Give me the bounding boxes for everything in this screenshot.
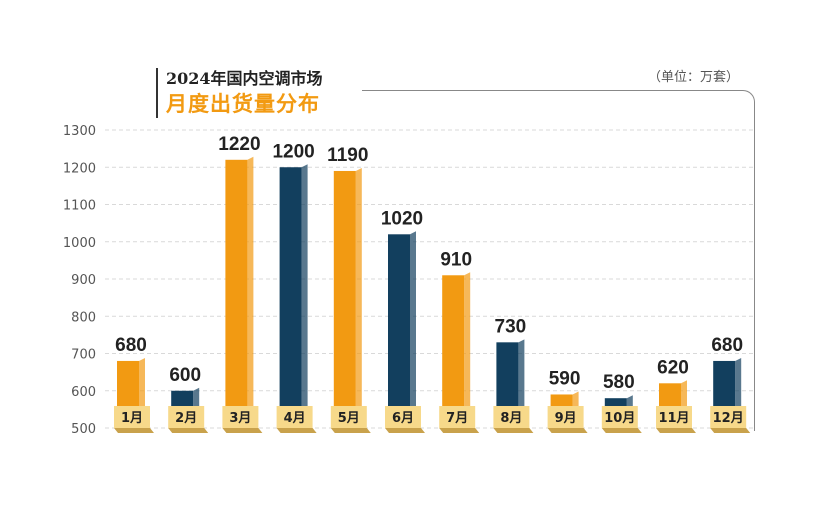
category-label-box — [656, 406, 692, 428]
value-label: 1220 — [218, 134, 260, 155]
y-tick-label: 800 — [71, 310, 96, 325]
category-label-box — [385, 406, 421, 428]
value-label: 590 — [549, 368, 581, 389]
bar-side — [355, 167, 362, 428]
category-label: 12月 — [713, 411, 744, 426]
bar — [442, 275, 465, 428]
category-label-shadow — [114, 428, 154, 433]
category-label: 1月 — [121, 411, 143, 426]
y-tick-label: 1000 — [63, 236, 96, 251]
y-tick-label: 600 — [71, 385, 96, 400]
value-label: 680 — [711, 335, 743, 356]
y-tick-label: 500 — [71, 422, 96, 437]
y-tick-label: 1100 — [63, 199, 96, 214]
category-label-box — [601, 406, 638, 428]
category-label: 7月 — [446, 411, 468, 426]
value-label: 620 — [657, 357, 689, 378]
category-label: 4月 — [284, 411, 306, 426]
bar-side — [518, 339, 525, 428]
value-label: 730 — [495, 316, 527, 337]
category-label-shadow — [656, 428, 696, 433]
value-label: 1020 — [381, 208, 423, 229]
category-label: 3月 — [229, 411, 251, 426]
value-label: 680 — [115, 335, 147, 356]
category-label-shadow — [330, 428, 371, 433]
category-label: 8月 — [500, 411, 522, 426]
category-label-box — [330, 406, 367, 428]
category-label-box — [114, 406, 150, 428]
value-label: 580 — [603, 372, 635, 393]
title-line-1: 2024年国内空调市场 — [166, 69, 323, 88]
bar — [388, 234, 410, 428]
category-label: 10月 — [604, 411, 635, 426]
category-label-shadow — [547, 428, 588, 433]
category-label: 11月 — [658, 411, 689, 426]
category-label-shadow — [385, 428, 425, 433]
unit-label: （单位：万套） — [647, 70, 739, 85]
frame-corner — [742, 90, 755, 431]
category-label-shadow — [601, 428, 642, 433]
frame-top-line — [362, 90, 742, 91]
category-label-box — [222, 406, 259, 428]
bar-side — [410, 231, 416, 428]
bar — [225, 159, 248, 429]
category-label-shadow — [710, 428, 751, 433]
category-label-box — [168, 406, 205, 428]
category-label: 5月 — [338, 411, 360, 426]
bar-side — [301, 164, 308, 428]
title-line-2: 月度出货量分布 — [166, 92, 320, 116]
value-label: 600 — [169, 365, 201, 386]
y-tick-label: 1300 — [63, 124, 96, 139]
category-label: 2月 — [175, 411, 197, 426]
value-label: 910 — [440, 249, 472, 270]
value-label: 1190 — [327, 145, 368, 166]
bar-side — [464, 272, 471, 428]
y-tick-label: 1200 — [63, 161, 96, 176]
bar-side — [247, 156, 254, 429]
category-label: 9月 — [555, 411, 577, 426]
y-tick-label: 900 — [71, 273, 96, 288]
category-label-box — [439, 406, 476, 428]
category-label-shadow — [439, 428, 480, 433]
category-label-box — [276, 406, 313, 428]
category-label: 6月 — [392, 411, 414, 426]
bar — [279, 167, 302, 428]
category-label-shadow — [276, 428, 317, 433]
y-tick-label: 700 — [71, 348, 96, 363]
category-label-shadow — [168, 428, 209, 433]
category-label-box — [547, 406, 584, 428]
category-label-box — [493, 406, 530, 428]
bar — [333, 170, 356, 428]
value-label: 1200 — [272, 141, 314, 162]
category-label-box — [710, 406, 747, 428]
category-label-shadow — [222, 428, 263, 433]
title-box: 2024年国内空调市场 月度出货量分布 — [156, 68, 323, 118]
category-label-shadow — [493, 428, 534, 433]
